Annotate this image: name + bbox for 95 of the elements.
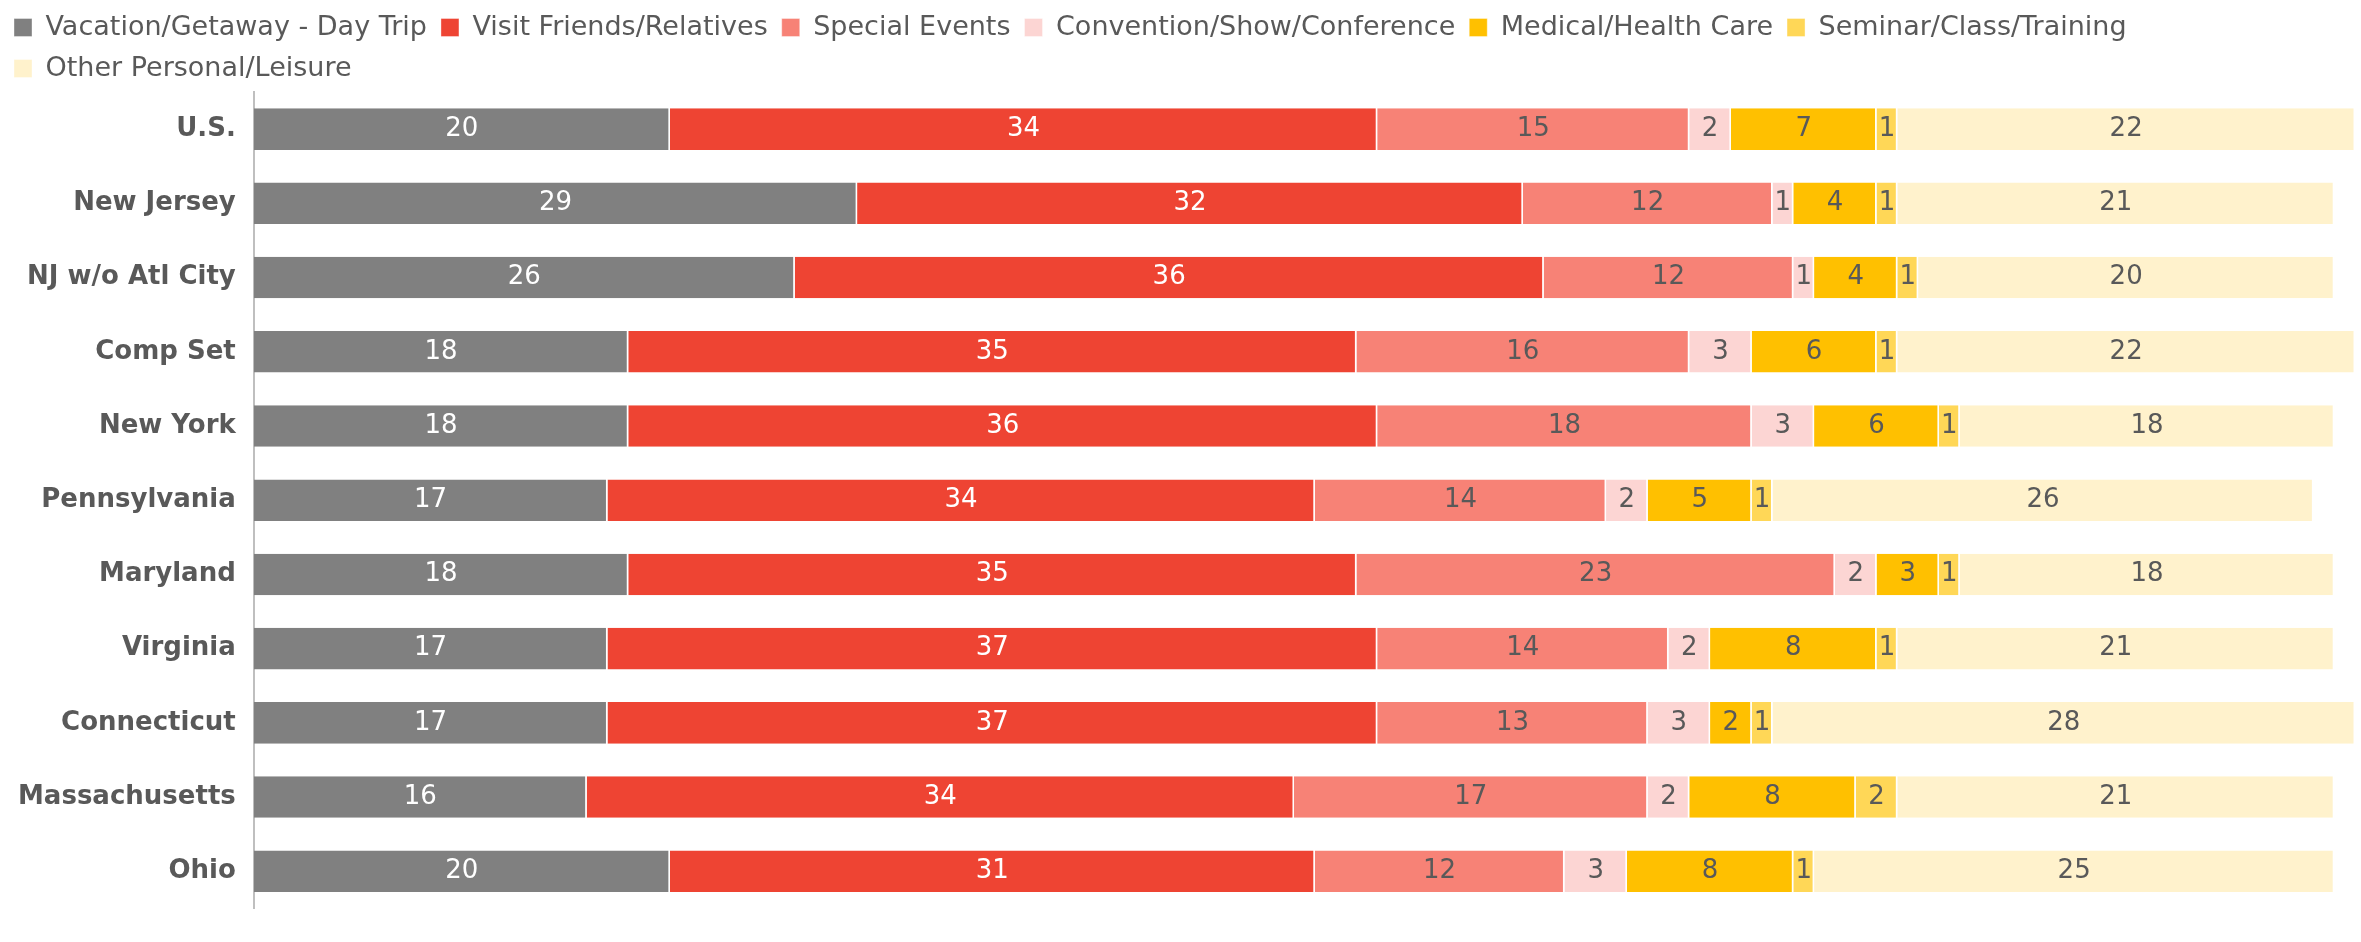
- y-tick-label: Maryland: [99, 557, 236, 588]
- data-label: 3: [1587, 854, 1604, 885]
- data-label: 1: [1795, 260, 1812, 291]
- data-label: 29: [538, 186, 572, 217]
- data-label: 14: [1443, 482, 1477, 513]
- data-label: 1: [1941, 557, 1958, 588]
- data-label: 36: [1152, 260, 1186, 291]
- y-tick-label: Pennsylvania: [41, 482, 236, 513]
- y-tick-label: New Jersey: [73, 186, 236, 217]
- y-tick-label: Ohio: [168, 854, 236, 885]
- data-label: 21: [2099, 631, 2133, 662]
- data-label: 35: [975, 334, 1009, 365]
- data-label: 12: [1631, 186, 1665, 217]
- y-tick-label: New York: [98, 408, 237, 439]
- data-label: 2: [1722, 705, 1740, 736]
- data-label: 15: [1516, 111, 1550, 142]
- data-label: 20: [445, 854, 479, 885]
- data-label: 18: [424, 557, 458, 588]
- data-label: 3: [1670, 705, 1688, 736]
- data-label: 37: [975, 631, 1009, 662]
- y-tick-label: NJ w/o Atl City: [26, 260, 236, 291]
- data-label: 1: [1878, 631, 1896, 662]
- data-label: 8: [1701, 854, 1719, 885]
- data-label: 4: [1847, 260, 1864, 291]
- data-label: 23: [1579, 557, 1613, 588]
- data-label: 3: [1774, 408, 1792, 439]
- data-label: 34: [944, 482, 978, 513]
- data-label: 20: [2109, 260, 2143, 291]
- data-label: 18: [1547, 408, 1581, 439]
- data-label: 4: [1826, 186, 1844, 217]
- data-label: 7: [1795, 111, 1812, 142]
- data-label: 34: [923, 779, 957, 810]
- data-label: 18: [424, 334, 458, 365]
- data-label: 26: [507, 260, 541, 291]
- data-label: 37: [975, 705, 1009, 736]
- data-label: 8: [1764, 779, 1781, 810]
- data-label: 16: [1506, 334, 1540, 365]
- data-label: 17: [1454, 779, 1488, 810]
- y-tick-label: Connecticut: [61, 705, 236, 736]
- data-label: 32: [1173, 186, 1207, 217]
- data-label: 6: [1805, 334, 1823, 365]
- data-label: 3: [1712, 334, 1729, 365]
- data-label: 2: [1847, 557, 1864, 588]
- data-label: 17: [414, 631, 448, 662]
- data-label: 1: [1878, 334, 1896, 365]
- data-label: 2: [1681, 631, 1698, 662]
- data-label: 14: [1506, 631, 1540, 662]
- y-tick-label: Massachusetts: [17, 779, 236, 810]
- data-label: 2: [1701, 111, 1719, 142]
- data-label: 12: [1651, 260, 1686, 291]
- data-label: 36: [986, 408, 1020, 439]
- data-label: 21: [2099, 186, 2133, 217]
- data-label: 17: [414, 705, 448, 736]
- data-label: 28: [2047, 705, 2081, 736]
- legend-label: Medical/Health Care: [1500, 9, 1774, 41]
- data-label: 18: [2130, 408, 2164, 439]
- data-label: 35: [975, 557, 1009, 588]
- data-label: 1: [1878, 111, 1896, 142]
- data-label: 12: [1423, 854, 1457, 885]
- data-label: 8: [1785, 631, 1802, 662]
- legend-label: Other Personal/Leisure: [45, 50, 352, 82]
- legend-label: Convention/Show/Conference: [1056, 9, 1456, 41]
- data-label: 3: [1899, 557, 1916, 588]
- data-label: 25: [2057, 854, 2091, 885]
- data-label: 34: [1006, 111, 1041, 142]
- data-label: 18: [2130, 557, 2164, 588]
- legend-label: Seminar/Class/Training: [1818, 9, 2127, 41]
- y-tick-label: Virginia: [121, 631, 236, 662]
- legend-label: Vacation/Getaway - Day Trip: [45, 9, 427, 41]
- data-label: 5: [1691, 482, 1708, 513]
- data-label: 2: [1618, 482, 1636, 513]
- legend-label: Special Events: [813, 9, 1011, 41]
- data-label: 1: [1941, 408, 1958, 439]
- data-label: 2: [1868, 779, 1885, 810]
- data-label: 1: [1753, 705, 1771, 736]
- data-label: 26: [2026, 482, 2060, 513]
- data-label: 1: [1795, 854, 1812, 885]
- data-label: 6: [1868, 408, 1885, 439]
- data-label: 20: [445, 111, 479, 142]
- data-label: 31: [975, 854, 1009, 885]
- data-label: 13: [1495, 705, 1529, 736]
- data-label: 1: [1878, 186, 1896, 217]
- data-label: 1: [1899, 260, 1916, 291]
- data-label: 17: [414, 482, 448, 513]
- data-label: 21: [2099, 779, 2133, 810]
- y-tick-label: U.S.: [176, 111, 236, 142]
- y-tick-label: Comp Set: [95, 334, 236, 365]
- data-label: 22: [2109, 334, 2143, 365]
- data-label: 1: [1753, 482, 1771, 513]
- data-label: 16: [403, 779, 437, 810]
- data-label: 1: [1774, 186, 1792, 217]
- data-label: 18: [424, 408, 458, 439]
- data-label: 2: [1660, 779, 1677, 810]
- data-label: 22: [2109, 111, 2143, 142]
- legend-label: Visit Friends/Relatives: [472, 9, 768, 41]
